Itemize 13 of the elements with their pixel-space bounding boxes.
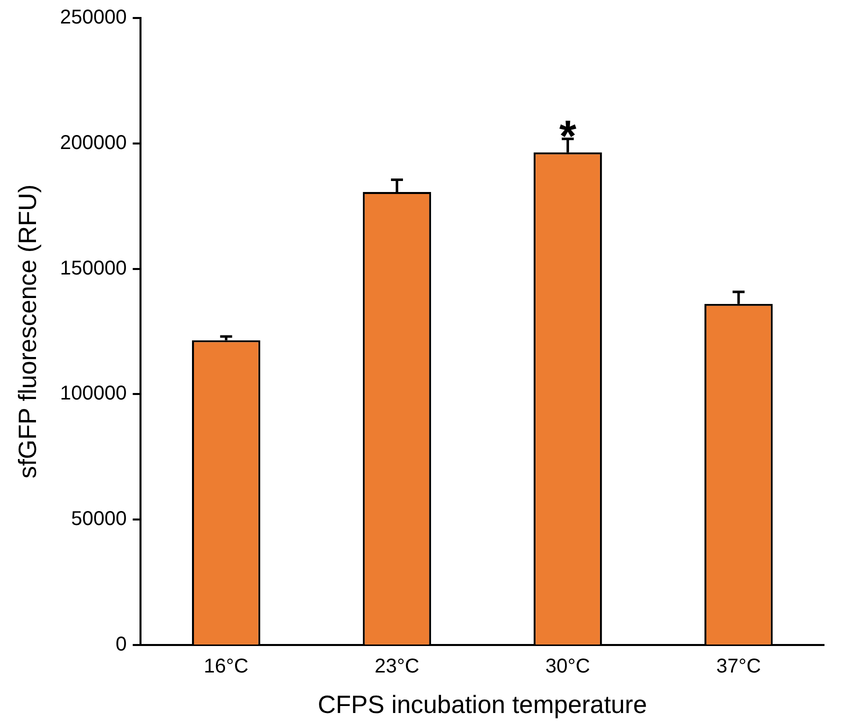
- annotation: *: [559, 112, 578, 162]
- x-tick-label: 16°C: [204, 656, 248, 678]
- x-tick-label: 23°C: [374, 656, 420, 678]
- x-tick-label: 37°C: [716, 656, 761, 678]
- y-tick-label: 150000: [60, 257, 127, 280]
- y-axis-title: sfGFP fluorescence (RFU): [14, 184, 42, 479]
- y-tick-label: 200000: [60, 132, 127, 154]
- x-tick-label: 30°C: [545, 656, 590, 678]
- y-tick-label: 100000: [60, 382, 127, 405]
- x-axis-title: CFPS incubation temperature: [318, 690, 648, 719]
- y-tick-label: 0: [116, 634, 127, 656]
- y-tick-label: 250000: [60, 6, 127, 29]
- y-tick-label: 50000: [71, 508, 127, 530]
